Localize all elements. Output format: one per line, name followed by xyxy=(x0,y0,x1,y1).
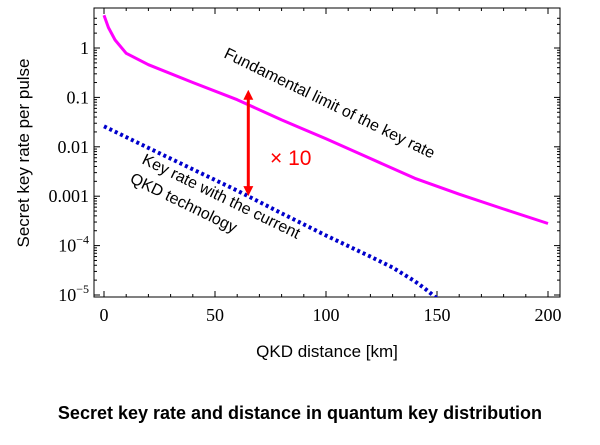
y-tick-label: 10−5 xyxy=(58,282,89,305)
factor-annotation: × 10 xyxy=(270,147,311,170)
series-lines xyxy=(102,14,549,297)
axis-ticks xyxy=(94,8,560,297)
y-axis-label: Secret key rate per pulse xyxy=(14,59,33,248)
plot-frame xyxy=(93,7,561,298)
current-technology-line xyxy=(103,124,439,297)
y-tick-base: 0.01 xyxy=(58,137,90,157)
fundamental-limit-annotation: Fundamental limit of the key rate xyxy=(221,45,437,162)
y-tick-base: 10 xyxy=(58,285,76,305)
x-tick-label: 150 xyxy=(424,305,451,325)
x-tick-label: 0 xyxy=(100,305,109,325)
y-tick-label: 0.001 xyxy=(49,186,90,206)
y-tick-label: 1 xyxy=(80,38,89,58)
y-tick-label: 0.01 xyxy=(58,137,90,157)
x-tick-label: 50 xyxy=(206,305,224,325)
y-tick-base: 0.001 xyxy=(49,186,90,206)
x-axis-label: QKD distance [km] xyxy=(256,342,398,361)
fundamental-limit-line xyxy=(102,14,549,225)
y-tick-exponent: −4 xyxy=(76,233,89,247)
x-tick-label: 100 xyxy=(313,305,340,325)
y-tick-base: 1 xyxy=(80,38,89,58)
figure-caption: Secret key rate and distance in quantum … xyxy=(58,403,542,423)
y-tick-label: 10−4 xyxy=(58,233,89,256)
y-tick-base: 10 xyxy=(58,236,76,256)
y-tick-exponent: −5 xyxy=(76,282,89,296)
x-tick-label: 200 xyxy=(535,305,562,325)
y-tick-label: 0.1 xyxy=(67,87,90,107)
y-tick-base: 0.1 xyxy=(67,87,90,107)
